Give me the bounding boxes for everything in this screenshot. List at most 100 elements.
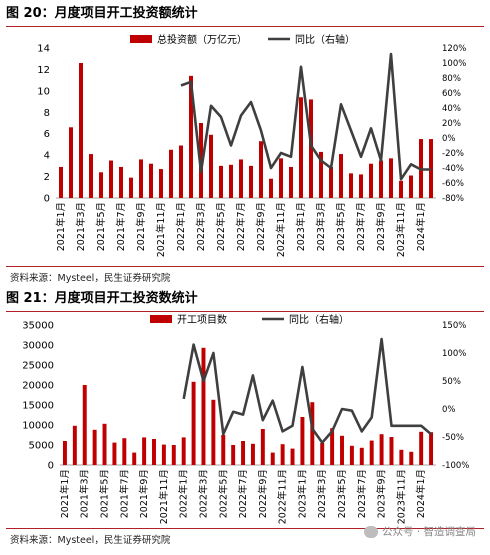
bar	[209, 134, 213, 198]
right-tick-label: -100%	[442, 461, 469, 471]
bar	[369, 163, 373, 198]
bar	[112, 442, 117, 465]
bar	[241, 441, 246, 465]
right-tick-label: -50%	[442, 433, 464, 443]
x-tick-label: 2022年9月	[257, 469, 269, 518]
bar	[270, 452, 275, 465]
x-tick-label: 2021年11月	[158, 469, 170, 524]
right-tick-label: 40%	[442, 104, 461, 114]
bar	[109, 160, 113, 198]
right-tick-label: 50%	[442, 377, 461, 387]
bar	[189, 75, 193, 198]
x-tick-label: 2022年7月	[237, 469, 249, 518]
wechat-icon	[363, 525, 378, 538]
left-tick-label: 8	[44, 108, 50, 119]
bar	[329, 166, 333, 198]
bar	[429, 432, 434, 465]
x-tick-label: 2021年5月	[99, 469, 111, 518]
bar	[369, 440, 374, 465]
bar	[300, 417, 305, 465]
x-tick-label: 2022年3月	[195, 202, 207, 251]
bar	[132, 452, 137, 465]
bar	[279, 158, 283, 198]
figure-20-title-rule	[6, 26, 484, 27]
bar	[310, 402, 315, 465]
bar	[250, 443, 255, 465]
bar	[239, 159, 243, 198]
bar	[201, 347, 206, 465]
bar	[211, 399, 216, 465]
left-tick-label: 25000	[22, 361, 54, 372]
x-tick-label: 2022年11月	[277, 469, 289, 524]
right-tick-label: -20%	[442, 149, 464, 159]
bar	[89, 154, 93, 198]
x-tick-label: 2023年11月	[395, 202, 407, 257]
right-tick-label: 100%	[442, 59, 466, 69]
x-tick-label: 2023年11月	[395, 469, 407, 524]
x-tick-label: 2023年1月	[296, 469, 308, 518]
figure-20-chart: 0 2 4 6 8 10 12 14 -80% -60% -40% -20% 0% 20% 40% 60% 80…	[37, 33, 466, 257]
figure-20-source: 资料来源：Mysteel，民生证券研究院	[10, 273, 171, 284]
bar	[129, 177, 133, 198]
right-tick-label: -60%	[442, 179, 464, 189]
bar	[231, 445, 236, 465]
bar	[320, 443, 325, 465]
bar	[122, 438, 127, 465]
bar	[349, 445, 354, 465]
left-tick-label: 2	[44, 172, 50, 183]
bar	[171, 445, 176, 465]
right-tick-label: 20%	[442, 119, 461, 129]
right-tick-label: 0%	[442, 134, 456, 144]
bar	[92, 429, 97, 465]
x-tick-label: 2021年1月	[55, 202, 67, 251]
x-tick-label: 2021年7月	[115, 202, 127, 251]
bar	[409, 451, 414, 465]
figure-21: 图 21：月度项目开工投资数统计 0 5000 10000 15000 20000 250…	[0, 285, 490, 555]
bar	[379, 160, 383, 198]
x-tick-label: 2022年11月	[275, 202, 287, 257]
yoy-line	[182, 337, 432, 444]
left-tick-label: 35000	[22, 321, 54, 332]
bar	[259, 141, 263, 198]
left-tick-label: 12	[37, 65, 50, 76]
x-tick-label: 2022年1月	[175, 202, 187, 251]
bar	[149, 163, 153, 198]
left-tick-label: 15000	[22, 401, 54, 412]
bar	[290, 448, 295, 465]
bar	[399, 449, 404, 465]
bar	[269, 178, 273, 198]
bar	[179, 145, 183, 198]
figure-21-bottom-rule	[6, 528, 484, 529]
bar	[69, 127, 73, 198]
watermark: 公众号 · 智造调查局	[363, 524, 476, 539]
bar	[72, 425, 77, 465]
bar	[139, 159, 143, 198]
figure-21-title-rule	[6, 311, 484, 312]
figure-21-source: 资料来源：Mysteel，民生证券研究院	[10, 535, 171, 546]
left-tick-label: 6	[44, 129, 50, 140]
bar	[62, 441, 67, 465]
x-tick-label: 2022年3月	[197, 469, 209, 518]
x-tick-label: 2023年5月	[336, 469, 348, 518]
figure-20: 图 20：月度项目开工投资额统计 0 2 4 6 8 10 12 14 -80% -60% -40%…	[6, 6, 484, 284]
x-tick-label: 2022年7月	[235, 202, 247, 251]
x-tick-label: 2022年9月	[255, 202, 267, 251]
left-tick-label: 10	[37, 86, 50, 97]
bar	[161, 444, 166, 465]
x-tick-label: 2023年7月	[356, 469, 368, 518]
figure-21-title: 图 21：月度项目开工投资数统计	[6, 291, 198, 306]
right-tick-label: 150%	[442, 321, 466, 331]
legend-bar-swatch	[130, 35, 152, 43]
right-tick-label: 0%	[442, 405, 456, 415]
bar	[159, 169, 163, 198]
x-tick-label: 2023年1月	[295, 202, 307, 251]
legend-line-label: 同比（右轴）	[289, 313, 349, 326]
bar	[82, 385, 87, 465]
x-tick-label: 2021年11月	[155, 202, 167, 257]
x-tick-label: 2023年5月	[335, 202, 347, 251]
bar	[289, 166, 293, 198]
legend-line-label: 同比（右轴）	[295, 33, 355, 46]
left-tick-label: 4	[44, 151, 50, 162]
bar	[319, 151, 323, 198]
x-tick-label: 2023年7月	[355, 202, 367, 251]
